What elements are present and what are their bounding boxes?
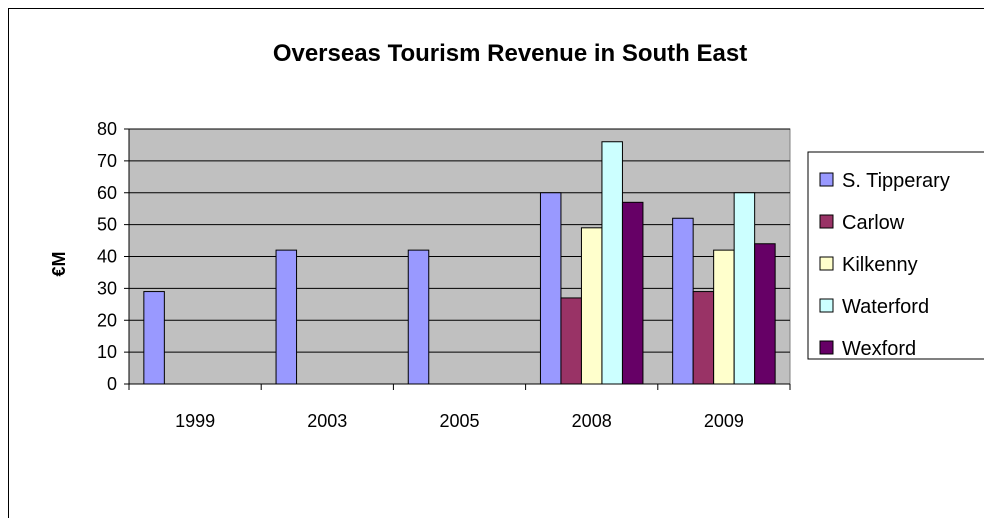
bar: [601, 141, 623, 385]
bar: [692, 291, 715, 385]
y-tick-labels: 0 10 20 30 40 50 60 70 80: [97, 119, 117, 394]
bar-chart: Overseas Tourism Revenue in South East €…: [49, 40, 984, 431]
y-tick-label: 10: [97, 342, 117, 362]
y-tick-label: 20: [97, 310, 117, 330]
legend-swatch: [819, 172, 834, 187]
bar: [621, 201, 644, 385]
y-tick-label: 80: [97, 119, 117, 139]
legend-box: [807, 151, 984, 360]
bar: [754, 243, 776, 385]
x-tick-label: 2003: [307, 411, 347, 431]
y-tick-label: 60: [97, 183, 117, 203]
bar: [275, 249, 298, 385]
bar: [672, 217, 694, 385]
legend-swatch: [819, 256, 834, 271]
bar: [539, 192, 562, 385]
y-tick-label: 40: [97, 247, 117, 267]
bar: [580, 227, 603, 385]
legend-label: S. Tipperary: [842, 170, 950, 192]
x-tick-labels: 1999 2003 2005 2008 2009: [175, 411, 744, 431]
x-tick-label: 2009: [704, 411, 744, 431]
chart-frame: Overseas Tourism Revenue in South East €…: [8, 8, 984, 518]
chart-title: Overseas Tourism Revenue in South East: [273, 40, 747, 67]
bars: [143, 141, 776, 385]
legend: S. Tipperary Carlow Kilkenny Waterford Wexfo…: [807, 151, 984, 360]
bar: [407, 249, 430, 385]
y-tick-label: 0: [107, 374, 117, 394]
bar: [733, 192, 756, 385]
legend-swatch: [819, 214, 834, 229]
y-axis-label: €M: [49, 251, 69, 276]
y-tick-label: 70: [97, 151, 117, 171]
legend-label: Kilkenny: [842, 254, 918, 276]
legend-swatch: [819, 340, 834, 355]
y-tick-label: 30: [97, 278, 117, 298]
legend-label: Waterford: [842, 296, 929, 318]
legend-label: Carlow: [842, 212, 905, 234]
legend-swatch: [819, 298, 834, 313]
x-tick-label: 1999: [175, 411, 215, 431]
bar: [713, 249, 735, 385]
legend-label: Wexford: [842, 338, 916, 360]
bar: [560, 297, 582, 385]
y-tick-label: 50: [97, 215, 117, 235]
axes: [124, 128, 791, 390]
bar: [143, 291, 165, 385]
x-tick-label: 2005: [439, 411, 479, 431]
x-tick-label: 2008: [572, 411, 612, 431]
